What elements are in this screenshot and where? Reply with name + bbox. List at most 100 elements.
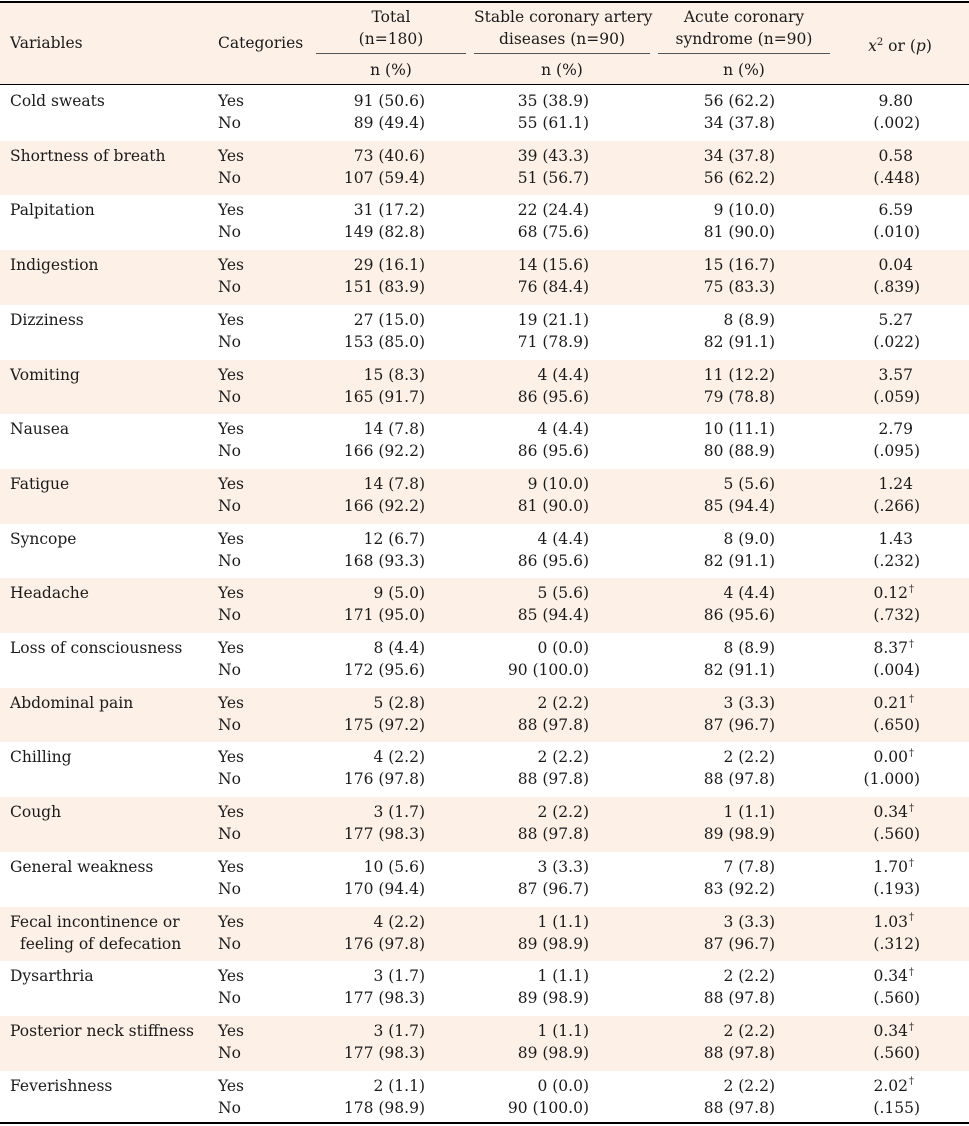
category-yes: Yes (218, 92, 245, 110)
dagger-mark: † (909, 638, 914, 650)
category-yes: Yes (218, 912, 245, 931)
header-acs-line1: Acute coronary (683, 8, 805, 26)
cell-acs-no: 82 (91.1) (703, 551, 775, 570)
stat-number: 0.04 (878, 256, 913, 275)
header-npct-acs: n (%) (723, 61, 765, 79)
stat-number: 1.43 (878, 529, 913, 548)
cell-total-no: 166 (92.2) (343, 496, 425, 515)
dagger-mark: † (909, 1021, 914, 1033)
cell-stable-yes: 4 (4.4) (537, 420, 589, 439)
p-value: (1.000) (863, 770, 920, 789)
cell-stable-no: 89 (98.9) (517, 989, 589, 1008)
variable-name: Chilling (10, 748, 72, 767)
p-value: (.560) (873, 825, 920, 844)
category-no: No (218, 223, 241, 242)
category-yes: Yes (218, 256, 245, 275)
cell-total-yes: 29 (16.1) (353, 256, 425, 275)
stat-number: 0.21 (873, 693, 908, 712)
stat-number: 6.59 (878, 201, 913, 220)
category-yes: Yes (218, 146, 245, 165)
cell-total-yes: 73 (40.6) (353, 146, 425, 165)
stat-number: 0.34 (873, 967, 908, 986)
variable-name-cont: feeling of defecation (20, 934, 182, 953)
stat-value: 8.37† (873, 637, 914, 659)
cell-stable-yes: 9 (10.0) (527, 474, 589, 493)
stat-number: 0.00 (873, 748, 908, 767)
category-no: No (218, 168, 241, 187)
table-row: Nausea Yes No 14 (7.8) 166 (92.2) 4 (4.4) 86 (… (0, 414, 969, 469)
dagger-mark: † (909, 802, 914, 814)
category-yes: Yes (218, 1076, 245, 1095)
cell-acs-yes: 2 (2.2) (723, 748, 775, 767)
category-no: No (218, 496, 241, 515)
category-yes: Yes (218, 857, 245, 876)
cell-stable-no: 86 (95.6) (517, 551, 589, 570)
dagger-mark: † (909, 693, 914, 705)
cell-acs-no: 88 (97.8) (703, 1098, 775, 1117)
cell-acs-yes: 2 (2.2) (723, 967, 775, 986)
table-row: Headache Yes No 9 (5.0) 171 (95.0) 5 (5.6) 85 … (0, 578, 969, 633)
variable-name: Syncope (10, 529, 77, 548)
stat-value: 0.34† (873, 801, 914, 823)
variable-name: Nausea (10, 420, 70, 439)
cell-total-no: 177 (98.3) (343, 1043, 425, 1062)
p-value: (.560) (873, 1043, 920, 1062)
p-value: (.002) (873, 114, 920, 132)
cell-total-no: 177 (98.3) (343, 825, 425, 844)
category-no: No (218, 1098, 241, 1117)
variable-name: Cough (10, 803, 62, 822)
table-row: General weakness Yes No 10 (5.6) 170 (94.4) 3… (0, 852, 969, 907)
category-yes: Yes (218, 967, 245, 986)
stat-value: 0.21† (873, 692, 914, 714)
header-band (0, 2, 969, 84)
cell-stable-no: 55 (61.1) (517, 114, 589, 132)
cell-acs-yes: 4 (4.4) (723, 584, 775, 603)
cell-total-yes: 9 (5.0) (373, 584, 425, 603)
cell-stable-no: 90 (100.0) (507, 1098, 589, 1117)
cell-total-yes: 91 (50.6) (353, 92, 425, 110)
cell-acs-no: 82 (91.1) (703, 661, 775, 679)
variable-name: Vomiting (10, 365, 80, 384)
cell-acs-no: 75 (83.3) (703, 278, 775, 297)
header-npct-total: n (%) (370, 61, 412, 79)
cell-acs-no: 88 (97.8) (703, 770, 775, 789)
stat-value: 0.00† (873, 746, 914, 768)
category-no: No (218, 278, 241, 297)
p-value: (.059) (873, 387, 920, 406)
dagger-mark: † (909, 748, 914, 760)
table-row: Abdominal pain Yes No 5 (2.8) 175 (97.2) 2 (2… (0, 687, 969, 743)
cell-stable-no: 88 (97.8) (517, 715, 589, 734)
stat-value: 0.34† (873, 965, 914, 987)
header-variables: Variables (10, 34, 83, 52)
variable-name: Loss of consciousness (10, 639, 183, 657)
cell-acs-yes: 7 (7.8) (723, 857, 775, 876)
cell-acs-yes: 8 (9.0) (723, 529, 775, 548)
category-yes: Yes (218, 1021, 245, 1040)
category-yes: Yes (218, 803, 245, 822)
cell-acs-yes: 8 (8.9) (723, 639, 775, 657)
cell-stable-no: 76 (84.4) (517, 278, 589, 297)
cell-total-no: 170 (94.4) (343, 879, 425, 898)
stat-value: 2.79 (878, 418, 914, 440)
table-row: Cough Yes No 3 (1.7) 177 (98.3) 2 (2.2) 88 (97… (0, 797, 969, 852)
header-stat: x2 or (p) (840, 32, 960, 57)
cell-stable-no: 88 (97.8) (517, 825, 589, 844)
stat-number: 9.80 (878, 92, 913, 110)
category-yes: Yes (218, 420, 245, 439)
cell-total-yes: 14 (7.8) (363, 420, 425, 439)
stat-value: 6.59 (878, 199, 914, 221)
header-stable-underline (474, 53, 650, 54)
cell-acs-yes: 9 (10.0) (713, 201, 775, 220)
stat-value: 2.02† (873, 1075, 914, 1097)
header-stable-line2: diseases (n=90) (498, 30, 626, 48)
stat-number: 0.58 (878, 146, 913, 165)
p-value: (.448) (873, 168, 920, 187)
cell-stable-no: 86 (95.6) (517, 442, 589, 461)
dagger-mark: † (909, 912, 914, 924)
header-npct-stable: n (%) (541, 61, 583, 79)
stat-mid: or ( (883, 37, 916, 56)
stat-number: 2.79 (878, 420, 913, 439)
cell-acs-yes: 1 (1.1) (723, 803, 775, 822)
variable-name: Posterior neck stiffness (10, 1021, 194, 1040)
stat-p: p (915, 37, 926, 56)
